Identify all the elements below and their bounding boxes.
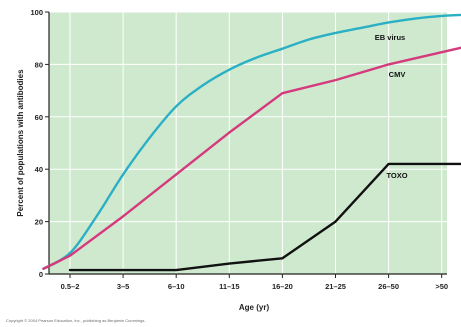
x-tick-label: 6–10 (168, 282, 185, 291)
x-tick-label: 11–15 (219, 282, 239, 291)
x-tick-label: 26–50 (378, 282, 399, 291)
series-label: TOXO (386, 171, 407, 180)
series-label: EB virus (375, 33, 405, 42)
x-tick-label: 3–5 (117, 282, 130, 291)
x-tick-label: 16–20 (272, 282, 293, 291)
x-tick-label: 0.5–2 (61, 282, 80, 291)
labels: EB virus CMV TOXO (375, 33, 408, 180)
y-tick-label: 80 (35, 60, 43, 69)
x-tick-label: 21–25 (325, 282, 346, 291)
series-lines (42, 13, 461, 272)
series-line-toxo (68, 162, 461, 272)
copyright-text: Copyright © 2004 Pearson Education, Inc.… (6, 318, 146, 323)
y-tick-label: 100 (30, 8, 43, 17)
x-axis-title: Age (yr) (239, 303, 270, 312)
y-tick-label: 60 (35, 113, 43, 122)
series-line-cmv (42, 46, 461, 270)
series-label: CMV (389, 70, 406, 79)
axes: 0 20 40 60 80 100 0.5–2 3–5 6–10 11–15 16–20 21–25 2… (16, 8, 448, 312)
y-tick-label: 20 (35, 218, 43, 227)
series-line-eb-virus (42, 13, 461, 270)
y-axis-title: Percent of populations with antibodies (16, 69, 25, 217)
y-tick-label: 40 (35, 165, 43, 174)
plot-area (49, 12, 447, 274)
y-tick-label: 0 (39, 270, 43, 279)
grid (49, 11, 447, 274)
x-tick-label: >50 (435, 282, 448, 291)
